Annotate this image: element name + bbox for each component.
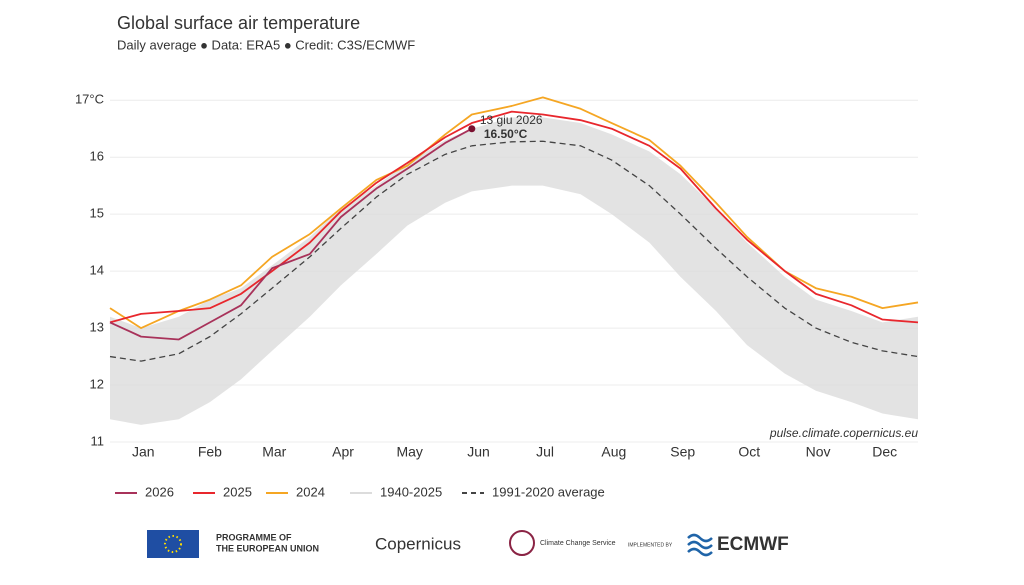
y-tick-label: 12 <box>90 376 104 391</box>
x-tick-label: Dec <box>872 444 897 460</box>
ecmwf-icon <box>687 533 713 557</box>
ecmwf-logo: ECMWF <box>717 534 789 555</box>
series-line <box>109 140 919 362</box>
legend-label: 2025 <box>223 484 252 499</box>
c3s-logo <box>509 530 535 556</box>
annotation-date: 13 giu 2026 <box>480 113 543 127</box>
x-tick-label: Apr <box>332 444 354 460</box>
eu-flag <box>147 530 199 558</box>
chart-title: Global surface air temperature <box>117 13 360 33</box>
x-tick-label: Jan <box>132 444 155 460</box>
eu-text: PROGRAMME OF <box>216 532 292 542</box>
y-tick-label: 15 <box>90 206 104 221</box>
eu-text: THE EUROPEAN UNION <box>216 543 319 553</box>
y-tick-label: 16 <box>90 149 104 164</box>
legend-label: 2026 <box>145 484 174 499</box>
legend-label: 2024 <box>296 484 325 499</box>
x-tick-label: Nov <box>806 444 831 460</box>
eu-stars <box>164 535 182 553</box>
series-line <box>109 127 473 341</box>
source: pulse.climate.copernicus.eu <box>769 426 918 440</box>
legend-label: 1991-2020 average <box>492 484 605 499</box>
x-tick-label: May <box>396 444 422 460</box>
x-tick-label: Mar <box>262 444 286 460</box>
x-tick-label: Oct <box>738 444 760 460</box>
y-tick-label: 11 <box>91 433 105 448</box>
x-tick-label: Sep <box>670 444 695 460</box>
copernicus-logo: Copernicus <box>375 534 461 553</box>
annotation-value: 16.50°C <box>484 127 528 141</box>
series-line <box>109 110 919 324</box>
c3s-text: Climate Change Service <box>540 540 616 547</box>
chart-subtitle: Daily average ● Data: ERA5 ● Credit: C3S… <box>117 37 415 52</box>
legend-label: 1940-2025 <box>380 484 442 499</box>
annotation-marker <box>468 125 476 133</box>
y-tick-label: 13 <box>90 320 104 335</box>
x-tick-label: Jun <box>467 444 490 460</box>
x-tick-label: Jul <box>536 444 554 460</box>
y-tick-label: 14 <box>90 263 104 278</box>
y-tick-label: 17°C <box>75 92 104 107</box>
x-tick-label: Feb <box>198 444 222 460</box>
x-tick-label: Aug <box>601 444 626 460</box>
implemented-text: IMPLEMENTED BY <box>628 542 673 548</box>
footer: PROGRAMME OF THE EUROPEAN UNION Copernic… <box>147 530 789 558</box>
